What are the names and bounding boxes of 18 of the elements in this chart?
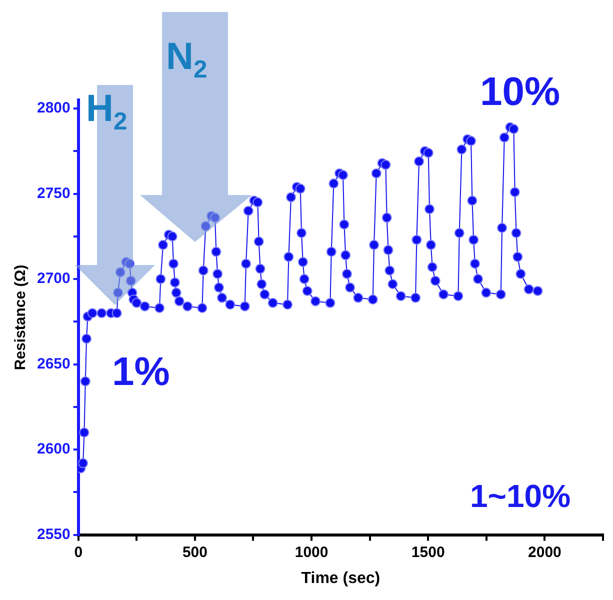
x-tick-label: 1000 bbox=[294, 544, 328, 561]
y-tick-label: 2750 bbox=[36, 184, 70, 202]
y-tick-label: 2550 bbox=[36, 526, 70, 543]
text: N$_{2}$ bbox=[166, 36, 208, 84]
y-tick-label: 2800 bbox=[36, 100, 70, 117]
y-tick-label: 2600 bbox=[36, 440, 70, 458]
x-tick-label: 1500 bbox=[411, 544, 445, 561]
y-axis-title: Resistance (Ω) bbox=[12, 264, 30, 370]
x-tick-label: 2000 bbox=[528, 544, 562, 561]
annotation: 1% bbox=[112, 350, 170, 394]
annotation: 10% bbox=[480, 70, 560, 114]
x-tick-label: 500 bbox=[182, 544, 208, 561]
x-axis-title: Time (sec) bbox=[301, 570, 380, 587]
annotation: H$_{2}$ bbox=[86, 88, 128, 136]
y-tick-label: 2650 bbox=[36, 355, 70, 372]
annotation: 1~10% bbox=[470, 478, 571, 514]
x-tick-label: 0 bbox=[74, 544, 83, 561]
y-tick-label: 2700 bbox=[36, 270, 70, 288]
